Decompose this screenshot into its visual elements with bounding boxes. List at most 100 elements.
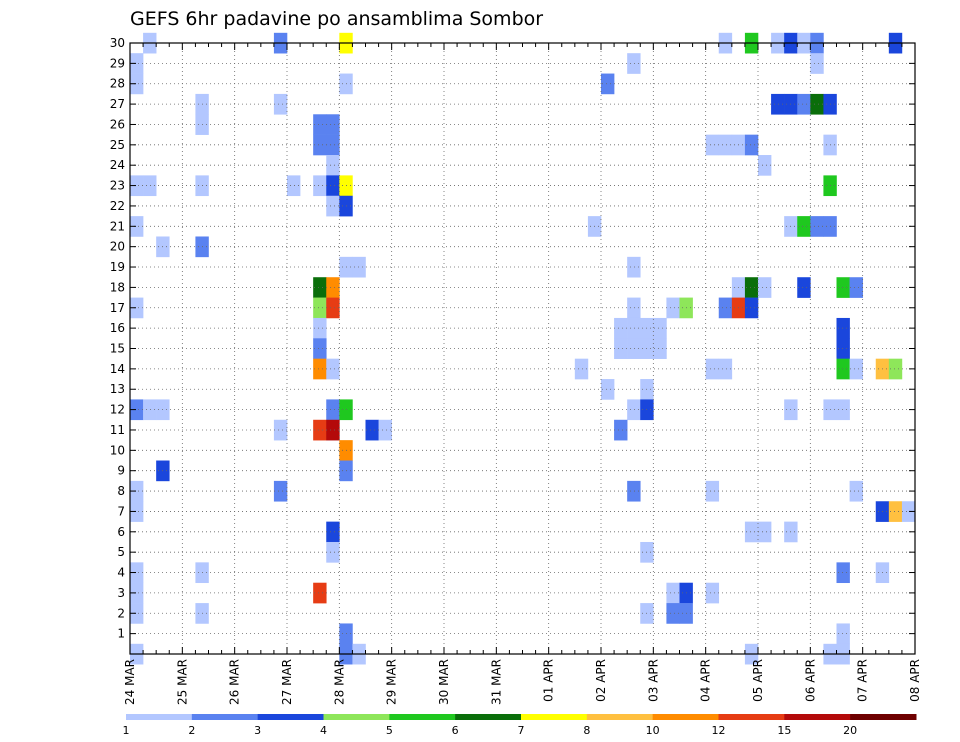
y-tick-label: 10	[110, 443, 125, 457]
colorbar-swatch	[389, 714, 456, 720]
heatmap-cell	[718, 134, 733, 156]
heatmap-cell	[705, 358, 720, 380]
heatmap-cell	[888, 358, 903, 380]
heatmap-cell	[313, 114, 327, 135]
heatmap-cell	[627, 399, 641, 421]
heatmap-cell	[273, 480, 288, 502]
y-tick-label: 23	[110, 179, 125, 193]
heatmap-cell	[627, 480, 641, 502]
colorbar-swatch	[521, 714, 588, 720]
x-tick-label: 06 APR	[803, 659, 817, 702]
y-tick-label: 26	[110, 117, 125, 131]
heatmap-cell	[130, 73, 144, 95]
heatmap-cell	[705, 134, 720, 156]
x-tick-label: 31 MAR	[489, 659, 503, 705]
colorbar-swatch	[191, 714, 259, 720]
x-tick-label: 27 MAR	[280, 659, 294, 705]
heatmap-cell	[378, 419, 392, 441]
colorbar-label: 7	[518, 724, 525, 737]
heatmap-cell	[653, 317, 667, 339]
heatmap-cell	[313, 175, 327, 197]
heatmap-cell	[836, 623, 850, 645]
heatmap-cell	[810, 93, 824, 115]
heatmap-cell	[313, 358, 327, 380]
y-tick-label: 18	[110, 280, 125, 294]
heatmap-cell	[130, 53, 144, 74]
colorbar-swatch	[784, 714, 851, 720]
heatmap-cell	[287, 175, 301, 197]
heatmap-cell	[705, 582, 720, 604]
heatmap-cell	[614, 317, 628, 339]
heatmap-cell	[627, 53, 641, 74]
heatmap-cell	[666, 603, 680, 624]
heatmap-cell	[718, 297, 733, 319]
heatmap-cell	[614, 419, 628, 441]
y-tick-label: 14	[110, 362, 125, 376]
y-tick-label: 20	[110, 240, 125, 254]
heatmap-cell	[771, 93, 785, 115]
x-tick-label: 25 MAR	[175, 659, 189, 705]
heatmap-cell	[313, 338, 327, 359]
heatmap-cell	[744, 277, 759, 298]
y-tick-label: 4	[117, 566, 125, 580]
y-tick-label: 17	[110, 301, 125, 315]
y-tick-label: 16	[110, 321, 125, 335]
heatmap-cell	[758, 521, 772, 543]
heatmap-cell	[130, 175, 144, 197]
heatmap-cell	[365, 419, 379, 441]
heatmap-cell	[836, 277, 850, 298]
heatmap-cell	[744, 297, 759, 319]
y-tick-label: 6	[117, 525, 125, 539]
heatmap-cell	[326, 114, 340, 135]
heatmap-cell	[758, 277, 772, 298]
colorbar-swatch	[586, 714, 654, 720]
colorbar-swatch	[323, 714, 390, 720]
heatmap-cell	[326, 134, 340, 156]
y-tick-label: 11	[110, 423, 125, 437]
colorbar: 1 2 3 4 5 6 7 8 10 12 15 20	[123, 714, 917, 737]
y-tick-label: 29	[110, 56, 125, 70]
colorbar-swatch	[126, 714, 193, 720]
x-tick-label: 30 MAR	[437, 659, 451, 705]
y-tick-label: 5	[117, 545, 125, 559]
heatmap-cell	[313, 419, 327, 441]
heatmap-cell	[130, 582, 144, 604]
colorbar-label: 6	[452, 724, 459, 737]
heatmap-cell	[130, 297, 144, 319]
heatmap-cell	[326, 419, 340, 441]
heatmap-cell	[836, 317, 850, 339]
heatmap-cell	[849, 358, 863, 380]
heatmap-cell	[836, 358, 850, 380]
heatmap-cell	[313, 134, 327, 156]
heatmap-cell	[836, 338, 850, 359]
heatmap-cell	[601, 73, 615, 95]
heatmap-cell	[810, 216, 824, 237]
x-tick-label: 07 APR	[856, 659, 870, 702]
heatmap-cell	[130, 480, 144, 502]
y-tick-label: 28	[110, 77, 125, 91]
heatmap-cell	[601, 379, 615, 400]
heatmap-cell	[744, 521, 759, 543]
heatmap-cell	[352, 256, 366, 278]
y-tick-label: 8	[117, 484, 125, 498]
heatmap-cell	[797, 93, 811, 115]
heatmap-cell	[326, 175, 340, 197]
heatmap-cell	[705, 480, 720, 502]
heatmap-cell	[666, 582, 680, 604]
heatmap-cell	[836, 562, 850, 584]
x-tick-label: 04 APR	[699, 659, 713, 702]
y-tick-label: 15	[110, 342, 125, 356]
heatmap-cell	[326, 195, 340, 217]
chart-title: GEFS 6hr padavine po ansamblima Sombor	[130, 8, 543, 30]
heatmap-cell	[143, 399, 157, 421]
heatmap-cell	[326, 277, 340, 298]
y-tick-label: 3	[117, 586, 125, 600]
y-tick-label: 9	[117, 464, 125, 478]
y-tick-label: 7	[117, 504, 125, 518]
heatmap-cell	[130, 603, 144, 624]
heatmap-cell	[326, 358, 340, 380]
y-axis: 1234567891011121314151617181920212223242…	[110, 36, 915, 641]
heatmap-cell	[627, 297, 641, 319]
x-tick-label: 24 MAR	[123, 659, 137, 705]
